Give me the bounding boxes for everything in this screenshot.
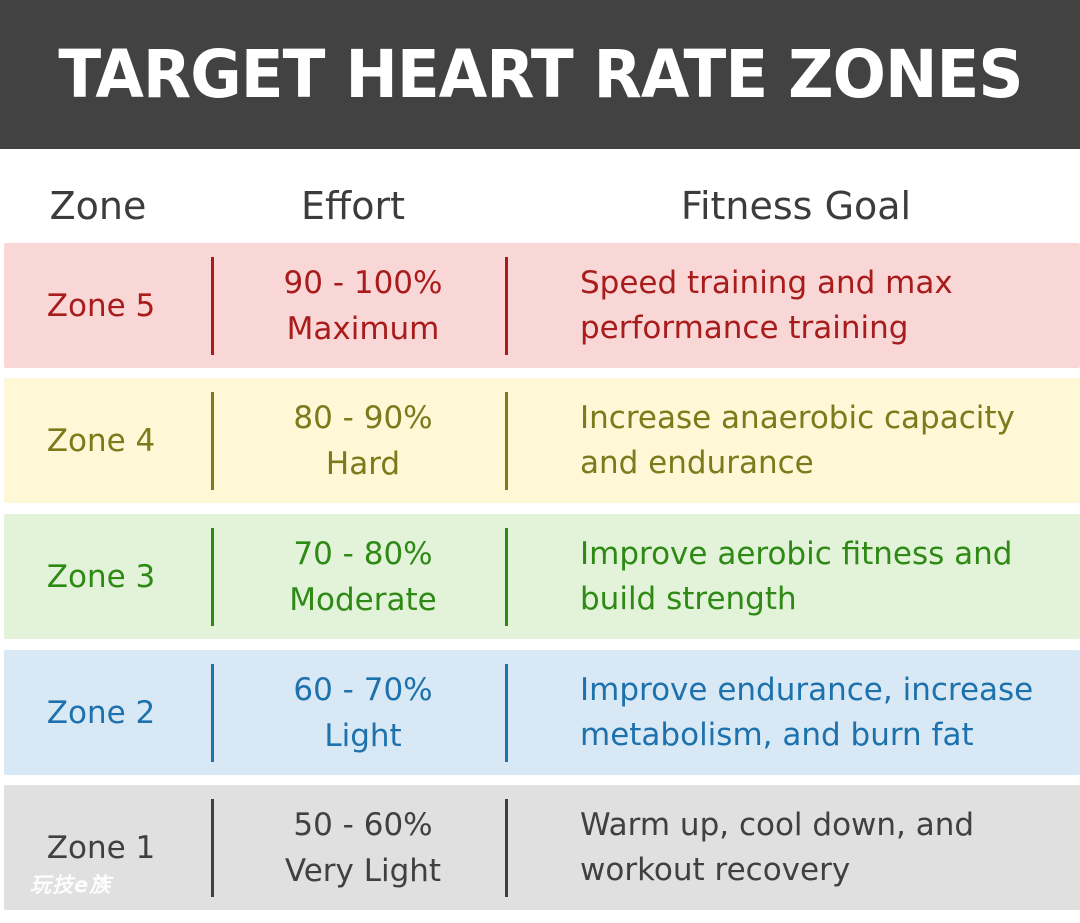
column-divider — [505, 528, 508, 626]
zone-row-4: Zone 4 80 - 90% Hard Increase anaerobic … — [4, 378, 1080, 503]
column-divider — [211, 799, 214, 897]
goal-line: workout recovery — [580, 851, 851, 888]
zone-row-5: Zone 5 90 - 100% Maximum Speed training … — [4, 243, 1080, 368]
effort-level: Light — [324, 717, 402, 754]
effort-cell: 60 - 70% Light — [218, 650, 508, 775]
watermark: 玩技e族 — [30, 873, 112, 897]
zone-row-3: Zone 3 70 - 80% Moderate Improve aerobic… — [4, 514, 1080, 639]
effort-level: Very Light — [284, 852, 442, 889]
page-title: TARGET HEART RATE ZONES — [57, 36, 1023, 113]
column-divider — [211, 257, 214, 355]
column-header-zone: Zone — [49, 184, 147, 228]
goal-line: Warm up, cool down, and — [580, 806, 975, 843]
effort-cell: 80 - 90% Hard — [218, 378, 508, 503]
effort-percent: 50 - 60% — [293, 806, 433, 843]
column-divider — [211, 528, 214, 626]
effort-level: Hard — [325, 445, 401, 482]
column-divider — [505, 664, 508, 762]
zone-label: Zone 2 — [46, 694, 156, 731]
zone-label: Zone 3 — [46, 558, 156, 595]
goal-line: metabolism, and burn fat — [580, 716, 974, 753]
goal-line: Speed training and max — [580, 264, 953, 301]
effort-level: Maximum — [286, 310, 440, 347]
column-divider — [505, 799, 508, 897]
goal-line: Improve endurance, increase — [580, 671, 1034, 708]
zone-label: Zone 1 — [46, 829, 156, 866]
title-banner: TARGET HEART RATE ZONES — [0, 0, 1080, 149]
zone-label: Zone 4 — [46, 422, 156, 459]
goal-line: and endurance — [580, 444, 814, 481]
effort-percent: 80 - 90% — [293, 399, 433, 436]
fitness-goal-cell: Improve aerobic fitness and build streng… — [580, 514, 1076, 639]
column-divider — [211, 392, 214, 490]
effort-level: Moderate — [289, 581, 437, 618]
goal-line: performance training — [580, 309, 909, 346]
effort-cell: 70 - 80% Moderate — [218, 514, 508, 639]
goal-line: Increase anaerobic capacity — [580, 399, 1015, 436]
fitness-goal-cell: Warm up, cool down, and workout recovery — [580, 785, 1076, 910]
effort-percent: 70 - 80% — [293, 535, 433, 572]
column-divider — [505, 392, 508, 490]
column-divider — [211, 664, 214, 762]
zone-row-1: Zone 1 50 - 60% Very Light Warm up, cool… — [4, 785, 1080, 910]
zone-label: Zone 5 — [46, 287, 156, 324]
effort-cell: 50 - 60% Very Light — [218, 785, 508, 910]
column-divider — [505, 257, 508, 355]
fitness-goal-cell: Improve endurance, increase metabolism, … — [580, 650, 1076, 775]
goal-line: build strength — [580, 580, 797, 617]
zone-row-2: Zone 2 60 - 70% Light Improve endurance,… — [4, 650, 1080, 775]
effort-percent: 60 - 70% — [293, 671, 433, 708]
goal-line: Improve aerobic fitness and — [580, 535, 1013, 572]
effort-percent: 90 - 100% — [283, 264, 443, 301]
effort-cell: 90 - 100% Maximum — [218, 243, 508, 368]
fitness-goal-cell: Increase anaerobic capacity and enduranc… — [580, 378, 1076, 503]
column-header-effort: Effort — [301, 184, 405, 228]
fitness-goal-cell: Speed training and max performance train… — [580, 243, 1076, 368]
column-header-fitness-goal: Fitness Goal — [680, 184, 912, 228]
